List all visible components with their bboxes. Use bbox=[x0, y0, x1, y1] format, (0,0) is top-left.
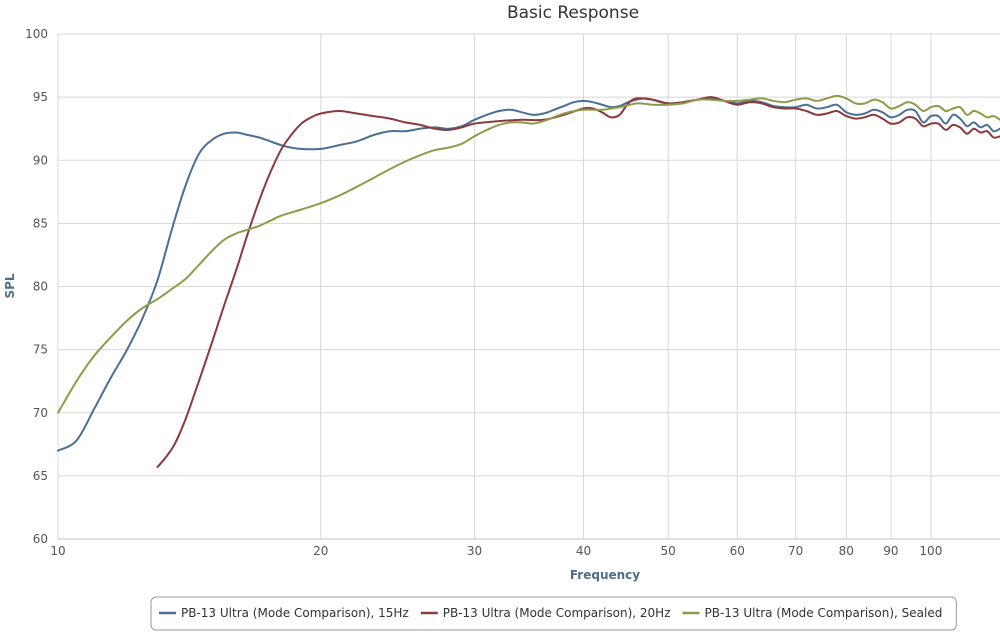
x-tick-label: 10 bbox=[50, 544, 65, 558]
y-tick-label: 70 bbox=[33, 406, 48, 420]
grid-lines bbox=[57, 33, 1000, 540]
legend-items: PB-13 Ultra (Mode Comparison), 15Hz PB-13… bbox=[159, 606, 942, 620]
y-axis-label: SPL bbox=[3, 273, 17, 298]
series-lines bbox=[57, 94, 1000, 468]
legend: PB-13 Ultra (Mode Comparison), 15Hz PB-13… bbox=[150, 596, 957, 631]
legend-box bbox=[150, 596, 957, 631]
y-tick-label: 80 bbox=[33, 280, 48, 294]
legend-label: PB-13 Ultra (Mode Comparison), 20Hz bbox=[443, 606, 671, 620]
x-tick-label: 40 bbox=[576, 544, 591, 558]
y-tick-label: 60 bbox=[33, 532, 48, 546]
x-axis-label: Frequency bbox=[570, 568, 640, 582]
chart-title: Basic Response bbox=[507, 3, 639, 23]
x-tick-label: 50 bbox=[660, 544, 675, 558]
y-tick-label: 65 bbox=[33, 469, 48, 483]
x-tick-label: 20 bbox=[313, 544, 328, 558]
y-tick-label: 85 bbox=[33, 216, 48, 230]
y-tick-label: 75 bbox=[33, 343, 48, 357]
series-line-0 bbox=[57, 97, 1000, 452]
y-tick-label: 100 bbox=[25, 27, 48, 41]
x-tick-label: 70 bbox=[788, 544, 803, 558]
legend-label: PB-13 Ultra (Mode Comparison), Sealed bbox=[705, 606, 943, 620]
x-tick-label: 100 bbox=[919, 544, 942, 558]
x-axis-ticks: 10 20 30 40 50 60 70 80 90 100 bbox=[50, 544, 942, 558]
y-axis-ticks: 60 65 70 75 80 85 90 95 100 bbox=[25, 27, 48, 546]
y-tick-label: 90 bbox=[33, 153, 48, 167]
x-tick-label: 60 bbox=[730, 544, 745, 558]
legend-label: PB-13 Ultra (Mode Comparison), 15Hz bbox=[181, 606, 409, 620]
x-tick-label: 90 bbox=[883, 544, 898, 558]
series-line-2 bbox=[57, 94, 1000, 414]
x-tick-label: 80 bbox=[839, 544, 854, 558]
x-tick-label: 30 bbox=[467, 544, 482, 558]
y-tick-label: 95 bbox=[33, 90, 48, 104]
series-line-1 bbox=[156, 96, 1000, 468]
